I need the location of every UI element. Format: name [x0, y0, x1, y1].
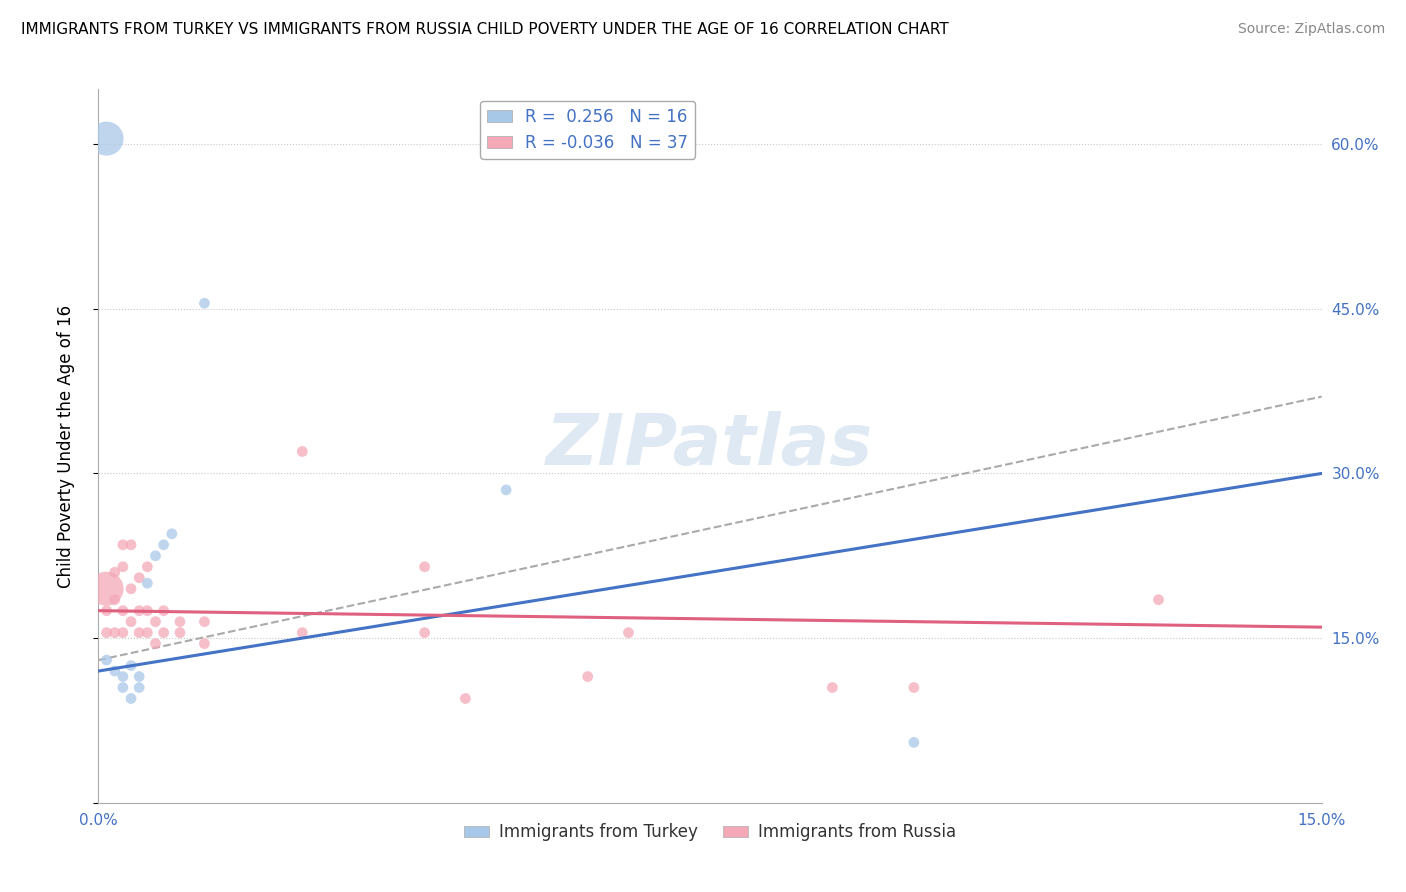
- Point: [120, 658, 142, 673]
- Point: [136, 559, 159, 574]
- Point: [128, 625, 150, 640]
- Point: [495, 483, 517, 497]
- Point: [128, 571, 150, 585]
- Point: [152, 604, 174, 618]
- Text: ZIPatlas: ZIPatlas: [547, 411, 873, 481]
- Point: [136, 625, 159, 640]
- Point: [145, 637, 167, 651]
- Point: [120, 538, 142, 552]
- Point: [413, 625, 436, 640]
- Point: [111, 538, 134, 552]
- Point: [821, 681, 844, 695]
- Point: [111, 604, 134, 618]
- Point: [193, 615, 215, 629]
- Point: [413, 559, 436, 574]
- Point: [111, 559, 134, 574]
- Point: [1147, 592, 1170, 607]
- Point: [291, 625, 314, 640]
- Point: [111, 681, 134, 695]
- Point: [193, 637, 215, 651]
- Point: [104, 664, 127, 678]
- Point: [96, 625, 118, 640]
- Point: [145, 549, 167, 563]
- Point: [136, 604, 159, 618]
- Text: IMMIGRANTS FROM TURKEY VS IMMIGRANTS FROM RUSSIA CHILD POVERTY UNDER THE AGE OF : IMMIGRANTS FROM TURKEY VS IMMIGRANTS FRO…: [21, 22, 949, 37]
- Y-axis label: Child Poverty Under the Age of 16: Child Poverty Under the Age of 16: [56, 304, 75, 588]
- Point: [128, 669, 150, 683]
- Point: [160, 526, 183, 541]
- Point: [96, 653, 118, 667]
- Point: [291, 444, 314, 458]
- Point: [111, 625, 134, 640]
- Point: [104, 566, 127, 580]
- Point: [169, 615, 191, 629]
- Point: [193, 296, 215, 310]
- Point: [145, 615, 167, 629]
- Point: [104, 625, 127, 640]
- Point: [454, 691, 477, 706]
- Point: [903, 681, 925, 695]
- Point: [96, 582, 118, 596]
- Text: Source: ZipAtlas.com: Source: ZipAtlas.com: [1237, 22, 1385, 37]
- Point: [128, 604, 150, 618]
- Point: [152, 538, 174, 552]
- Point: [152, 625, 174, 640]
- Point: [111, 669, 134, 683]
- Point: [104, 592, 127, 607]
- Point: [96, 604, 118, 618]
- Point: [169, 625, 191, 640]
- Point: [120, 615, 142, 629]
- Point: [120, 582, 142, 596]
- Point: [96, 131, 118, 145]
- Legend: Immigrants from Turkey, Immigrants from Russia: Immigrants from Turkey, Immigrants from …: [457, 817, 963, 848]
- Point: [617, 625, 640, 640]
- Point: [120, 691, 142, 706]
- Point: [136, 576, 159, 591]
- Point: [903, 735, 925, 749]
- Point: [128, 681, 150, 695]
- Point: [576, 669, 599, 683]
